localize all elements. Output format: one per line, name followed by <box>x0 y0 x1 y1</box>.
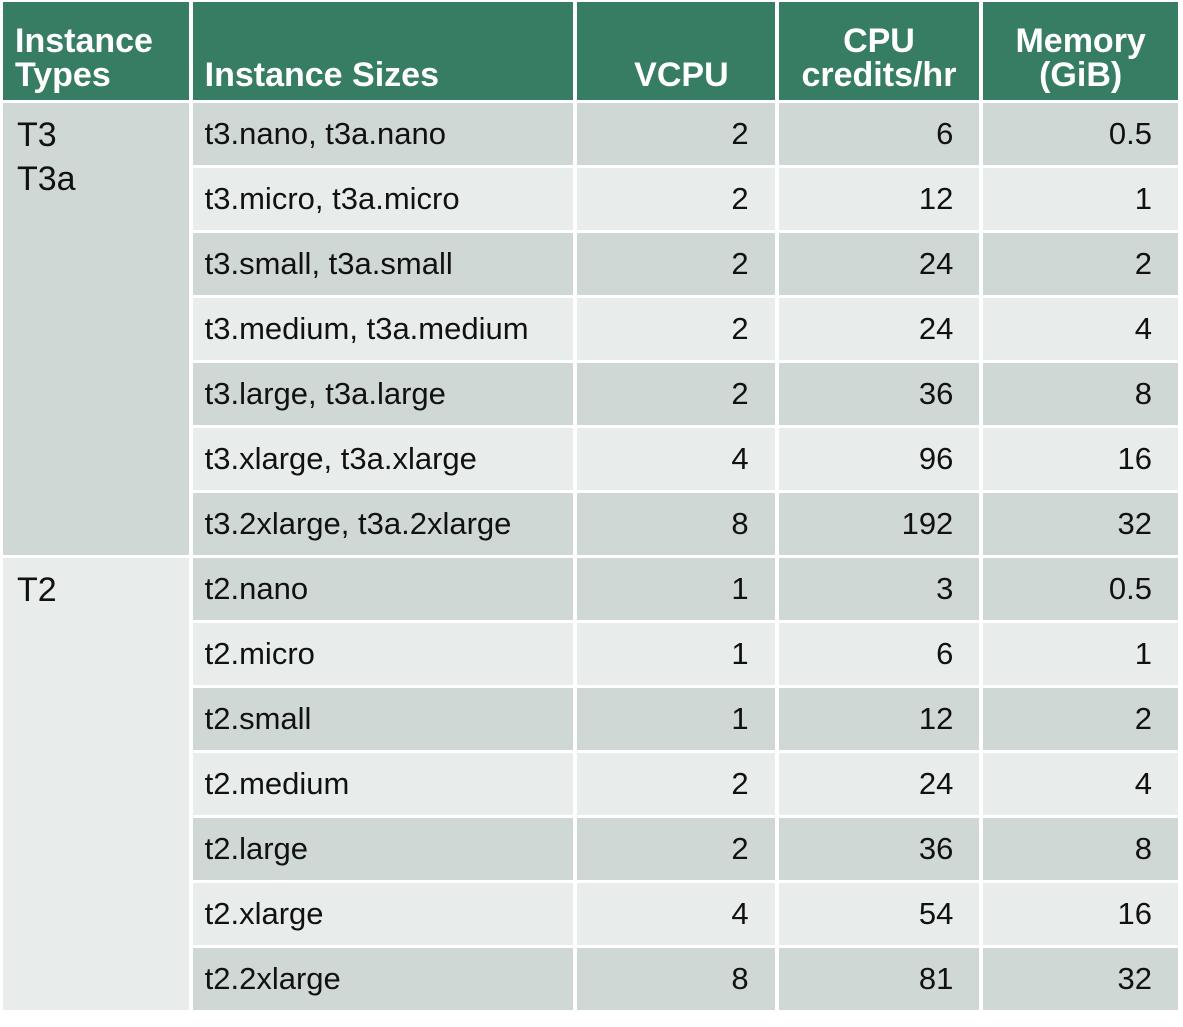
table-row: t3.medium, t3a.medium 2 24 4 <box>3 298 1178 360</box>
header-memory-line1: Memory <box>1015 22 1146 60</box>
header-memory-line2: (GiB) <box>1039 56 1123 94</box>
instance-size-cell: t3.xlarge, t3a.xlarge <box>192 428 573 490</box>
header-instance-sizes-label: Instance Sizes <box>204 56 439 94</box>
instance-size-cell: t3.small, t3a.small <box>192 233 573 295</box>
cpu-credits-cell: 192 <box>778 493 980 555</box>
cpu-credits-cell: 24 <box>778 298 980 360</box>
instance-type-label: T3a <box>17 160 76 198</box>
memory-cell: 1 <box>983 168 1178 230</box>
header-instance-sizes: Instance Sizes <box>192 2 573 100</box>
instance-size-cell: t2.medium <box>192 753 573 815</box>
table-row: t3.small, t3a.small 2 24 2 <box>3 233 1178 295</box>
vcpu-cell: 4 <box>576 883 775 945</box>
cpu-credits-cell: 12 <box>778 688 980 750</box>
memory-cell: 8 <box>983 818 1178 880</box>
vcpu-cell: 2 <box>576 298 775 360</box>
header-vcpu-label: VCPU <box>634 56 729 94</box>
table-row: t2.micro 1 6 1 <box>3 623 1178 685</box>
table-row: t2.xlarge 4 54 16 <box>3 883 1178 945</box>
table-row: t2.large 2 36 8 <box>3 818 1178 880</box>
cpu-credits-cell: 3 <box>778 558 980 620</box>
table-row: t2.2xlarge 8 81 32 <box>3 948 1178 1010</box>
vcpu-cell: 2 <box>576 753 775 815</box>
header-instance-types: Instance Types <box>3 2 189 100</box>
cpu-credits-cell: 36 <box>778 363 980 425</box>
instance-size-cell: t3.medium, t3a.medium <box>192 298 573 360</box>
header-vcpu: VCPU <box>576 2 775 100</box>
cpu-credits-cell: 12 <box>778 168 980 230</box>
memory-cell: 0.5 <box>983 558 1178 620</box>
table-body: T3 T3a t3.nano, t3a.nano 2 6 0.5 t3.micro, t3a… <box>3 103 1178 1010</box>
header-memory: Memory (GiB) <box>983 2 1178 100</box>
table-row: t3.xlarge, t3a.xlarge 4 96 16 <box>3 428 1178 490</box>
instance-size-cell: t3.large, t3a.large <box>192 363 573 425</box>
cpu-credits-cell: 6 <box>778 103 980 165</box>
vcpu-cell: 2 <box>576 168 775 230</box>
instance-size-cell: t3.nano, t3a.nano <box>192 103 573 165</box>
cpu-credits-cell: 24 <box>778 753 980 815</box>
header-cpu-credits-line1: CPU <box>843 22 915 60</box>
vcpu-cell: 2 <box>576 233 775 295</box>
cpu-credits-cell: 36 <box>778 818 980 880</box>
memory-cell: 4 <box>983 298 1178 360</box>
instance-type-label: T2 <box>17 571 57 609</box>
header-instance-types-line1: Instance <box>15 22 153 60</box>
memory-cell: 4 <box>983 753 1178 815</box>
vcpu-cell: 1 <box>576 558 775 620</box>
memory-cell: 0.5 <box>983 103 1178 165</box>
memory-cell: 16 <box>983 883 1178 945</box>
memory-cell: 1 <box>983 623 1178 685</box>
instance-size-cell: t2.small <box>192 688 573 750</box>
instance-size-cell: t2.2xlarge <box>192 948 573 1010</box>
vcpu-cell: 8 <box>576 948 775 1010</box>
memory-cell: 8 <box>983 363 1178 425</box>
table-row: t2.medium 2 24 4 <box>3 753 1178 815</box>
memory-cell: 32 <box>983 493 1178 555</box>
instance-size-cell: t2.nano <box>192 558 573 620</box>
cpu-credits-cell: 96 <box>778 428 980 490</box>
instance-type-group: T2 <box>3 558 189 1010</box>
cpu-credits-cell: 24 <box>778 233 980 295</box>
memory-cell: 2 <box>983 233 1178 295</box>
header-cpu-credits: CPU credits/hr <box>778 2 980 100</box>
table-row: t3.micro, t3a.micro 2 12 1 <box>3 168 1178 230</box>
instance-size-cell: t3.2xlarge, t3a.2xlarge <box>192 493 573 555</box>
header-instance-types-line2: Types <box>15 56 111 94</box>
table-row: t2.small 1 12 2 <box>3 688 1178 750</box>
header-cpu-credits-line2: credits/hr <box>801 56 957 94</box>
vcpu-cell: 8 <box>576 493 775 555</box>
memory-cell: 2 <box>983 688 1178 750</box>
vcpu-cell: 1 <box>576 623 775 685</box>
instance-size-cell: t2.micro <box>192 623 573 685</box>
instance-size-cell: t3.micro, t3a.micro <box>192 168 573 230</box>
table-row: t3.2xlarge, t3a.2xlarge 8 192 32 <box>3 493 1178 555</box>
cpu-credits-cell: 54 <box>778 883 980 945</box>
vcpu-cell: 4 <box>576 428 775 490</box>
instance-type-group: T3 T3a <box>3 103 189 555</box>
header-row: Instance Types Instance Sizes VCPU CPU c… <box>3 2 1178 100</box>
cpu-credits-cell: 81 <box>778 948 980 1010</box>
instance-size-cell: t2.xlarge <box>192 883 573 945</box>
memory-cell: 16 <box>983 428 1178 490</box>
cpu-credits-cell: 6 <box>778 623 980 685</box>
vcpu-cell: 2 <box>576 818 775 880</box>
memory-cell: 32 <box>983 948 1178 1010</box>
table-row: T2 t2.nano 1 3 0.5 <box>3 558 1178 1010</box>
vcpu-cell: 1 <box>576 688 775 750</box>
table-row: t3.large, t3a.large 2 36 8 <box>3 363 1178 425</box>
instance-type-label: T3 <box>17 116 57 154</box>
table-row: T3 T3a t3.nano, t3a.nano 2 6 0.5 <box>3 103 1178 555</box>
vcpu-cell: 2 <box>576 103 775 165</box>
vcpu-cell: 2 <box>576 363 775 425</box>
instance-size-cell: t2.large <box>192 818 573 880</box>
